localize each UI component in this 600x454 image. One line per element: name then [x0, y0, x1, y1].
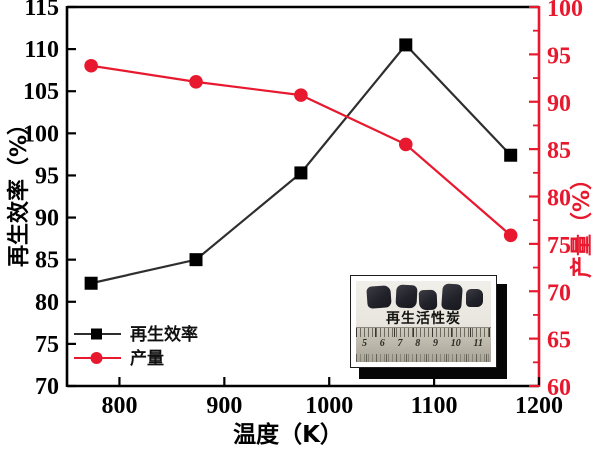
- y-axis-title-left: 再生效率（%）: [6, 113, 32, 267]
- legend-label: 产量: [130, 348, 164, 369]
- left-axis-tick-label: 115: [24, 0, 59, 21]
- x-axis-tick-label: 1100: [411, 393, 458, 419]
- ruler-ticks-icon: [356, 328, 491, 337]
- ruler-number: 8: [415, 338, 421, 349]
- x-axis-tick-label: 800: [101, 393, 137, 419]
- ruler-number: 9: [433, 338, 438, 349]
- carbon-sample: [366, 285, 392, 309]
- legend-marker-circle: [90, 352, 103, 364]
- right-axis-tick-label: 95: [547, 43, 571, 69]
- right-axis-tick-label: 90: [547, 91, 571, 117]
- legend-marker-square: [91, 328, 102, 340]
- x-axis-tick-label: 1000: [305, 393, 353, 419]
- ruler-number: 10: [450, 338, 461, 349]
- left-axis-tick-label: 110: [24, 37, 59, 63]
- right-axis-tick-label: 85: [547, 138, 571, 164]
- data-point-square: [189, 253, 203, 267]
- right-axis-tick-label: 65: [547, 328, 571, 354]
- data-point-circle: [398, 137, 413, 152]
- inset-photo: 再生活性炭 5 6 7 8 9 10 11: [356, 281, 491, 362]
- right-axis-tick-label: 70: [547, 280, 571, 306]
- ruler-numbers: 5 6 7 8 9 10 11: [356, 337, 491, 350]
- data-point-circle: [189, 75, 203, 89]
- data-point-circle: [84, 58, 98, 73]
- carbon-sample: [395, 284, 418, 309]
- left-axis-tick-label: 80: [35, 290, 59, 316]
- right-axis-tick-label: 75: [547, 233, 571, 259]
- ruler-number: 6: [379, 338, 385, 349]
- series-line-left: [90, 43, 512, 285]
- data-point-square: [84, 276, 98, 290]
- data-point-square: [504, 148, 518, 162]
- right-axis-tick-label: 60: [547, 375, 571, 401]
- data-point-circle: [294, 88, 308, 102]
- data-point-square: [399, 38, 413, 52]
- ruler: 5 6 7 8 9 10 11: [356, 327, 491, 362]
- ruler-number: 7: [397, 338, 403, 349]
- right-axis-tick-label: 100: [547, 0, 583, 22]
- inset-photo-frame: 再生活性炭 5 6 7 8 9 10 11: [350, 275, 497, 368]
- left-axis-tick-label: 70: [35, 374, 59, 400]
- left-axis-tick-label: 100: [23, 121, 59, 147]
- data-point-square: [294, 166, 308, 180]
- left-axis-tick-label: 75: [35, 332, 59, 358]
- x-axis-tick-label: 900: [206, 393, 242, 419]
- ruler-number: 11: [473, 338, 483, 349]
- legend-label: 再生效率: [130, 324, 198, 345]
- y-axis-title-right: 产量（%）: [570, 168, 595, 278]
- left-axis-tick-label: 95: [35, 163, 59, 189]
- carbon-sample: [441, 283, 463, 311]
- ruler-number: 5: [362, 338, 367, 349]
- left-axis-tick-label: 85: [35, 248, 59, 274]
- inset-caption: 再生活性炭: [386, 311, 461, 327]
- left-axis-tick-label: 90: [35, 206, 59, 232]
- carbon-sample: [466, 289, 483, 307]
- x-axis-title: 温度（K）: [233, 421, 343, 448]
- ruler-ticks-bottom-icon: [356, 354, 491, 362]
- data-point-circle: [503, 228, 518, 243]
- right-axis-tick-label: 80: [547, 186, 571, 212]
- left-axis-tick-label: 105: [23, 79, 59, 105]
- x-axis-tick-label: 1200: [515, 393, 563, 419]
